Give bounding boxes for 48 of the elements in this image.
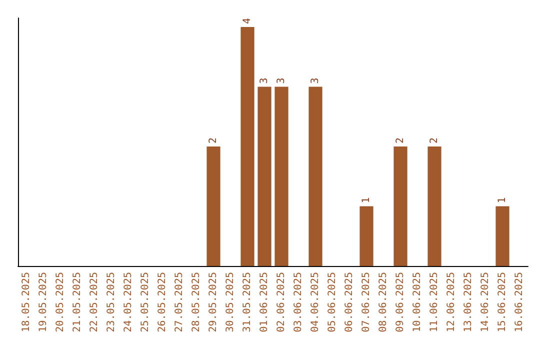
x-tick-label: 24.05.2025 [123,272,134,332]
x-tick-label: 05.06.2025 [327,272,338,332]
x-tick-label: 30.05.2025 [225,272,236,332]
data-label: 2 [395,137,406,144]
x-tick-label: 09.06.2025 [395,272,406,332]
x-tick-label: 28.05.2025 [191,272,202,332]
bar [394,146,408,266]
x-tick-label: 26.05.2025 [157,272,168,332]
data-label: 2 [429,137,440,144]
x-tick-label: 22.05.2025 [89,272,100,332]
x-tick-label: 13.06.2025 [463,272,474,332]
data-label: 1 [361,197,372,204]
data-label: 4 [242,18,253,24]
x-tick-label: 18.05.2025 [21,272,32,332]
x-tick-label: 31.05.2025 [242,272,253,332]
x-tick-label: 27.05.2025 [174,272,185,332]
x-tick-label: 07.06.2025 [361,272,372,332]
x-tick-label: 01.06.2025 [259,272,270,332]
bar [360,206,374,266]
data-label: 3 [276,78,287,84]
x-tick-label: 03.06.2025 [293,272,304,332]
bar [274,86,288,266]
data-label: 2 [208,137,219,144]
x-tick-label: 25.05.2025 [140,272,151,332]
bar [240,26,254,266]
data-label: 3 [310,78,321,84]
bar [258,86,272,266]
data-label: 1 [497,197,508,204]
x-tick-label: 14.06.2025 [480,272,491,332]
x-tick-label: 02.06.2025 [276,272,287,332]
x-tick-label: 11.06.2025 [429,272,440,332]
x-tick-label: 12.06.2025 [446,272,457,332]
data-label: 3 [259,78,270,84]
x-tick-label: 20.05.2025 [55,272,66,332]
x-tick-label: 23.05.2025 [106,272,117,332]
bar [496,206,510,266]
bar [428,146,442,266]
x-tick-label: 15.06.2025 [497,272,508,332]
x-tick-label: 04.06.2025 [310,272,321,332]
x-tick-label: 10.06.2025 [412,272,423,332]
x-tick-label: 29.05.2025 [208,272,219,332]
bar [308,86,322,266]
x-tick-label: 06.06.2025 [344,272,355,332]
bar [206,146,220,266]
x-tick-label: 08.06.2025 [378,272,389,332]
x-tick-label: 21.05.2025 [72,272,83,332]
x-tick-label: 19.05.2025 [38,272,49,332]
x-tick-label: 16.06.2025 [514,272,525,332]
